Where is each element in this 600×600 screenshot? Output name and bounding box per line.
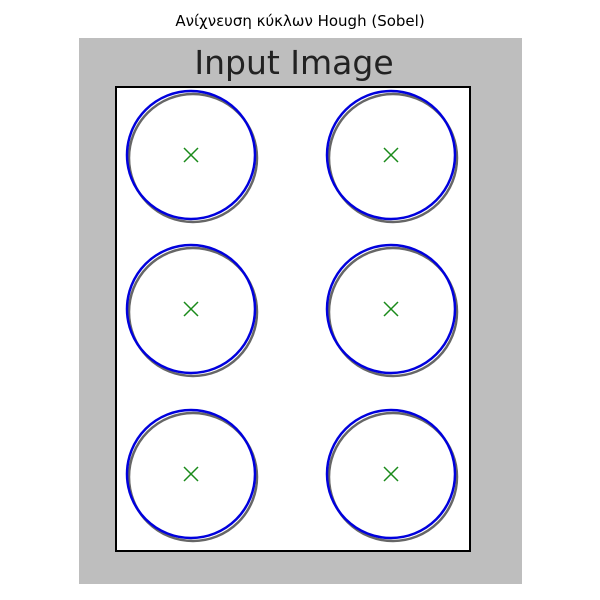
detections-layer [125,89,459,543]
source-circle-edge [327,411,459,543]
detected-circle [125,408,257,540]
detected-circle [125,89,257,221]
source-circle-edge [327,246,459,378]
image-heading: Input Image [194,43,393,82]
center-marker [183,466,199,482]
detected-circle [125,243,257,375]
source-circle-edge [327,92,459,224]
center-marker [183,301,199,317]
center-marker [183,147,199,163]
figure-title: Ανίχνευση κύκλων Hough (Sobel) [175,12,425,30]
center-marker [383,301,399,317]
detected-circle [325,243,457,375]
image-panel [115,86,471,552]
center-marker [383,466,399,482]
source-circle-edge [127,411,259,543]
detected-circle [325,89,457,221]
source-circle-edge [127,246,259,378]
center-marker [383,147,399,163]
detected-circle [325,408,457,540]
source-circle-edge [127,92,259,224]
